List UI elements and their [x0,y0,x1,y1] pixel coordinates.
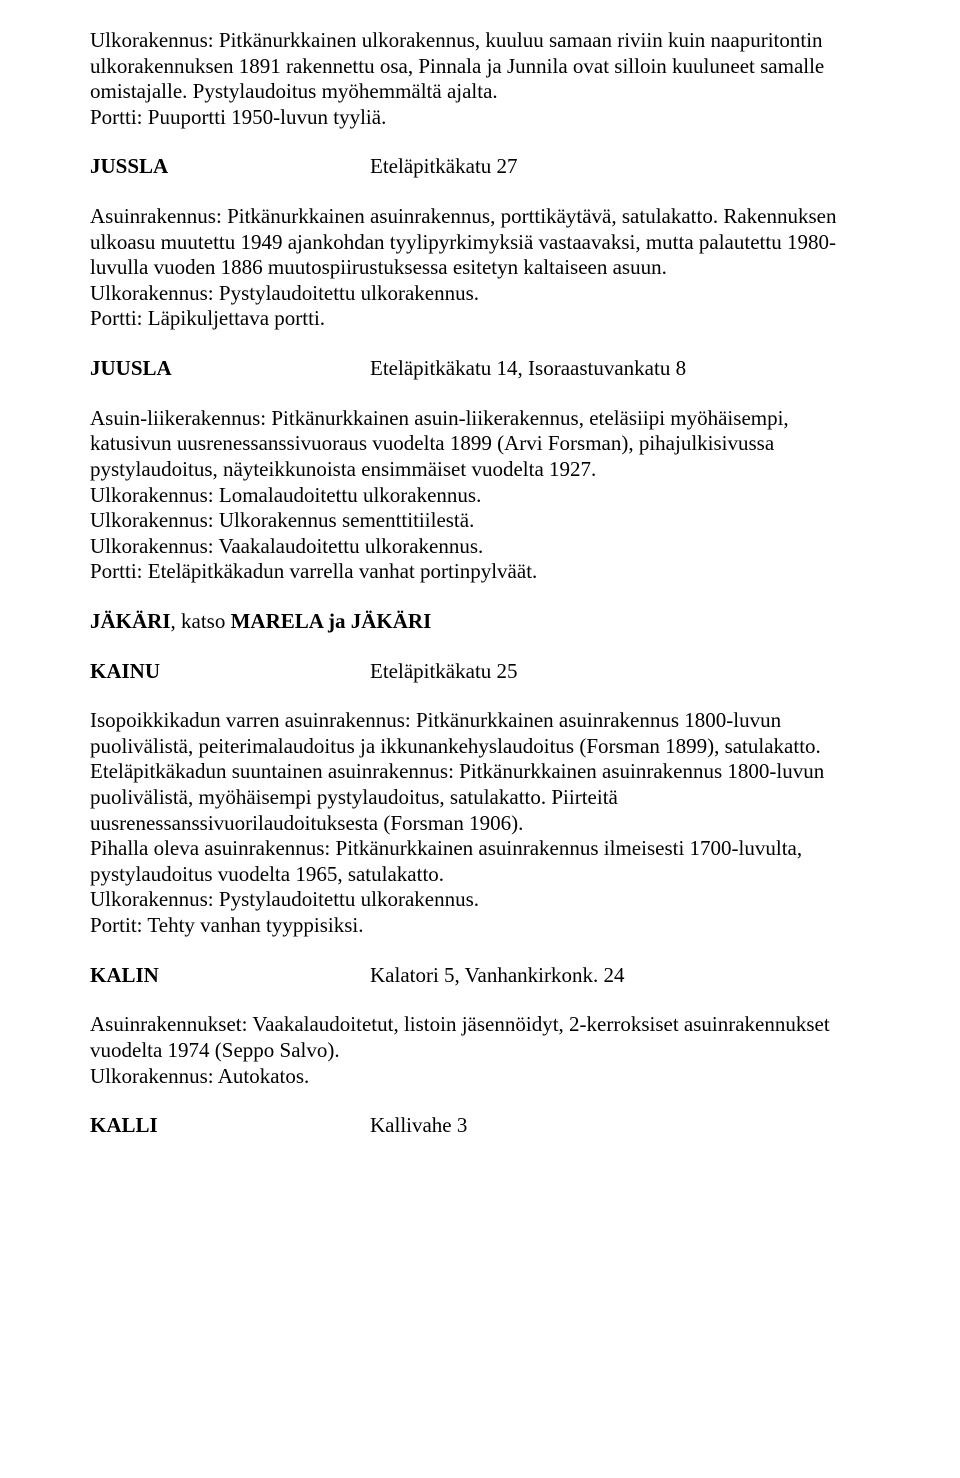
jussla-body: Asuinrakennus: Pitkänurkkainen asuinrake… [90,204,870,332]
kalli-header: KALLI Kallivahe 3 [90,1113,870,1139]
kalin-header: KALIN Kalatori 5, Vanhankirkonk. 24 [90,963,870,989]
jussla-body-3: Portti: Läpikuljettava portti. [90,306,325,330]
kalli-name: KALLI [90,1113,370,1139]
kainu-header: KAINU Eteläpitkäkatu 25 [90,659,870,685]
kainu-body-3: Pihalla oleva asuinrakennus: Pitkänurkka… [90,836,802,886]
jussla-name: JUSSLA [90,154,370,180]
kainu-body-1: Isopoikkikadun varren asuinrakennus: Pit… [90,708,821,758]
kalli-address: Kallivahe 3 [370,1113,870,1139]
jakari-name-1: JÄKÄRI [90,609,171,633]
juusla-body-4: Ulkorakennus: Vaakalaudoitettu ulkoraken… [90,534,483,558]
kalin-name: KALIN [90,963,370,989]
jussla-header: JUSSLA Eteläpitkäkatu 27 [90,154,870,180]
jussla-body-2: Ulkorakennus: Pystylaudoitettu ulkoraken… [90,281,479,305]
kalin-address: Kalatori 5, Vanhankirkonk. 24 [370,963,870,989]
juusla-body: Asuin-liikerakennus: Pitkänurkkainen asu… [90,406,870,585]
kainu-body-4: Ulkorakennus: Pystylaudoitettu ulkoraken… [90,887,479,911]
juusla-name: JUUSLA [90,356,370,382]
kalin-body-1: Asuinrakennukset: Vaakalaudoitetut, list… [90,1012,830,1062]
jakari-name-2: MARELA ja JÄKÄRI [231,609,432,633]
kalin-body: Asuinrakennukset: Vaakalaudoitetut, list… [90,1012,870,1089]
jakari-crossref: JÄKÄRI, katso MARELA ja JÄKÄRI [90,609,870,635]
kainu-body-5: Portit: Tehty vanhan tyyppisiksi. [90,913,363,937]
jussla-address: Eteläpitkäkatu 27 [370,154,870,180]
intro-line-1: Ulkorakennus: Pitkänurkkainen ulkorakenn… [90,28,824,103]
juusla-body-3: Ulkorakennus: Ulkorakennus sementtitiile… [90,508,474,532]
intro-paragraph: Ulkorakennus: Pitkänurkkainen ulkorakenn… [90,28,870,130]
juusla-address: Eteläpitkäkatu 14, Isoraastuvankatu 8 [370,356,870,382]
juusla-body-1: Asuin-liikerakennus: Pitkänurkkainen asu… [90,406,789,481]
jakari-plain: , katso [171,609,231,633]
kainu-body-2: Eteläpitkäkadun suuntainen asuinrakennus… [90,759,824,834]
juusla-body-2: Ulkorakennus: Lomalaudoitettu ulkorakenn… [90,483,481,507]
juusla-body-5: Portti: Eteläpitkäkadun varrella vanhat … [90,559,537,583]
kalin-body-2: Ulkorakennus: Autokatos. [90,1064,309,1088]
intro-line-2: Portti: Puuportti 1950-luvun tyyliä. [90,105,386,129]
kainu-address: Eteläpitkäkatu 25 [370,659,870,685]
jussla-body-1: Asuinrakennus: Pitkänurkkainen asuinrake… [90,204,837,279]
kainu-body: Isopoikkikadun varren asuinrakennus: Pit… [90,708,870,938]
kainu-name: KAINU [90,659,370,685]
juusla-header: JUUSLA Eteläpitkäkatu 14, Isoraastuvanka… [90,356,870,382]
